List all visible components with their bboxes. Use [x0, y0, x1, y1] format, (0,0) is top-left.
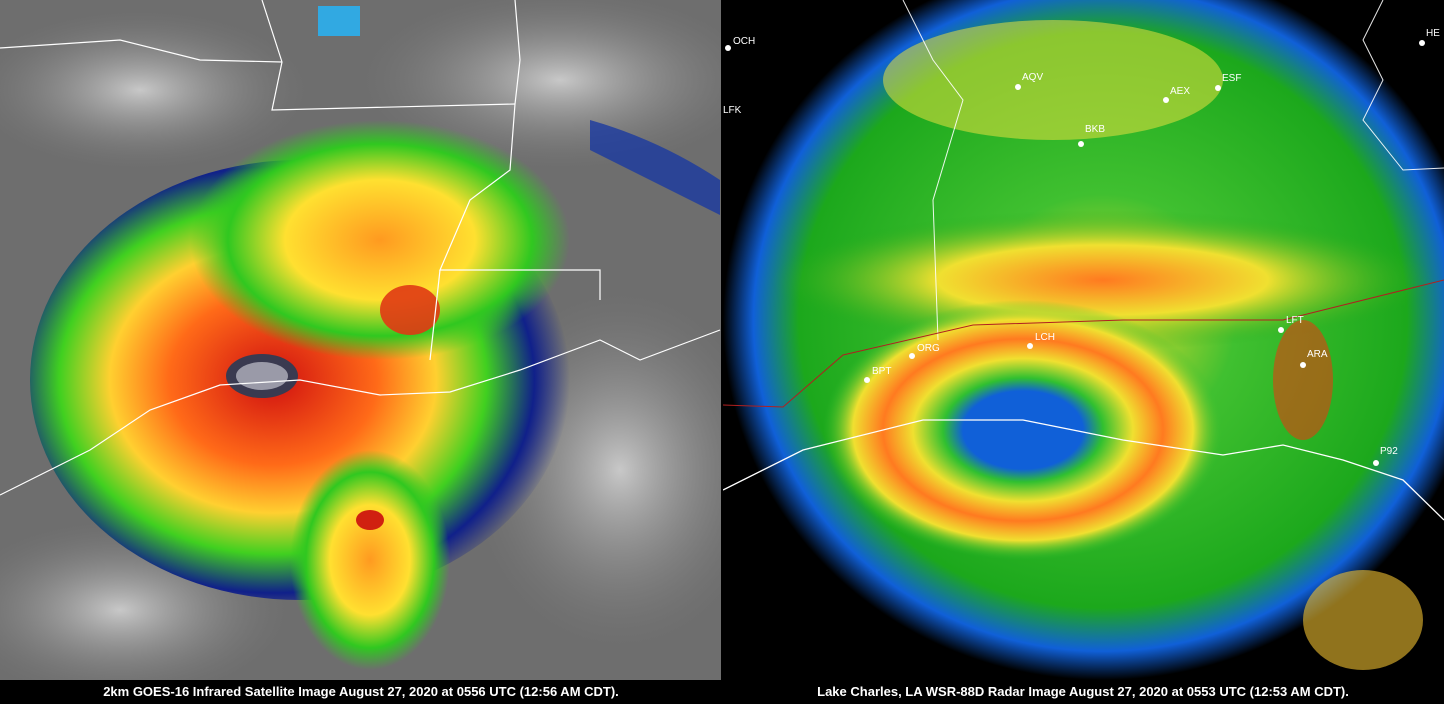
svg-text:ORG: ORG — [917, 343, 940, 354]
southern-rainband — [290, 450, 450, 670]
interstate — [723, 279, 1444, 408]
city-marker: P92 — [1373, 446, 1398, 466]
city-marker: AQV — [1015, 72, 1043, 90]
svg-text:LFK: LFK — [723, 105, 742, 116]
radar-reflectivity-image: OCH LFK AQV AEX ESF BKB LCH ORG BPT LFT … — [723, 0, 1444, 680]
hurricane-eye-center — [236, 362, 288, 390]
svg-text:AEX: AEX — [1170, 86, 1190, 97]
svg-text:AQV: AQV — [1022, 72, 1043, 83]
svg-text:LCH: LCH — [1035, 332, 1055, 343]
city-markers: OCH LFK AQV AEX ESF BKB LCH ORG BPT LFT … — [723, 28, 1440, 466]
city-marker: HE — [1419, 28, 1440, 46]
svg-text:HE: HE — [1426, 28, 1440, 39]
city-marker: ORG — [909, 343, 940, 359]
state-boundaries — [0, 0, 601, 361]
radar-image-panel: OCH LFK AQV AEX ESF BKB LCH ORG BPT LFT … — [723, 0, 1444, 680]
city-marker: LCH — [1027, 332, 1055, 349]
convective-cell — [356, 510, 384, 530]
radar-caption: Lake Charles, LA WSR-88D Radar Image Aug… — [817, 684, 1349, 699]
svg-text:BPT: BPT — [872, 366, 891, 377]
rainband — [1303, 570, 1423, 670]
cloud-top-spot — [318, 6, 360, 36]
convective-cell — [380, 285, 440, 335]
satellite-image-panel — [0, 0, 721, 680]
city-marker: ARA — [1300, 349, 1328, 368]
svg-text:ARA: ARA — [1307, 349, 1328, 360]
coastline — [723, 419, 1444, 521]
northern-rain-shield — [883, 20, 1223, 140]
rainband-edge — [590, 120, 720, 215]
city-marker: LFT — [1278, 315, 1304, 333]
city-marker: AEX — [1163, 86, 1190, 103]
city-marker: ESF — [1215, 73, 1241, 91]
svg-text:P92: P92 — [1380, 446, 1398, 457]
state-boundaries — [902, 0, 1444, 341]
svg-text:ESF: ESF — [1222, 73, 1241, 84]
svg-text:LFT: LFT — [1286, 315, 1304, 326]
satellite-ir-image — [0, 0, 721, 680]
northern-rainband — [190, 120, 570, 360]
svg-text:OCH: OCH — [733, 36, 755, 47]
cloud-field — [360, 0, 721, 170]
city-marker: OCH — [725, 36, 755, 51]
cloud-field — [0, 10, 310, 170]
city-marker: BKB — [1078, 124, 1105, 147]
coastline — [0, 329, 721, 496]
satellite-caption: 2km GOES-16 Infrared Satellite Image Aug… — [103, 684, 619, 699]
city-marker: BPT — [864, 366, 891, 383]
svg-text:BKB: BKB — [1085, 124, 1105, 135]
rainband — [1273, 320, 1333, 440]
hurricane-eyewall — [823, 300, 1223, 560]
panel-divider — [721, 0, 723, 680]
city-marker: LFK — [723, 105, 742, 116]
